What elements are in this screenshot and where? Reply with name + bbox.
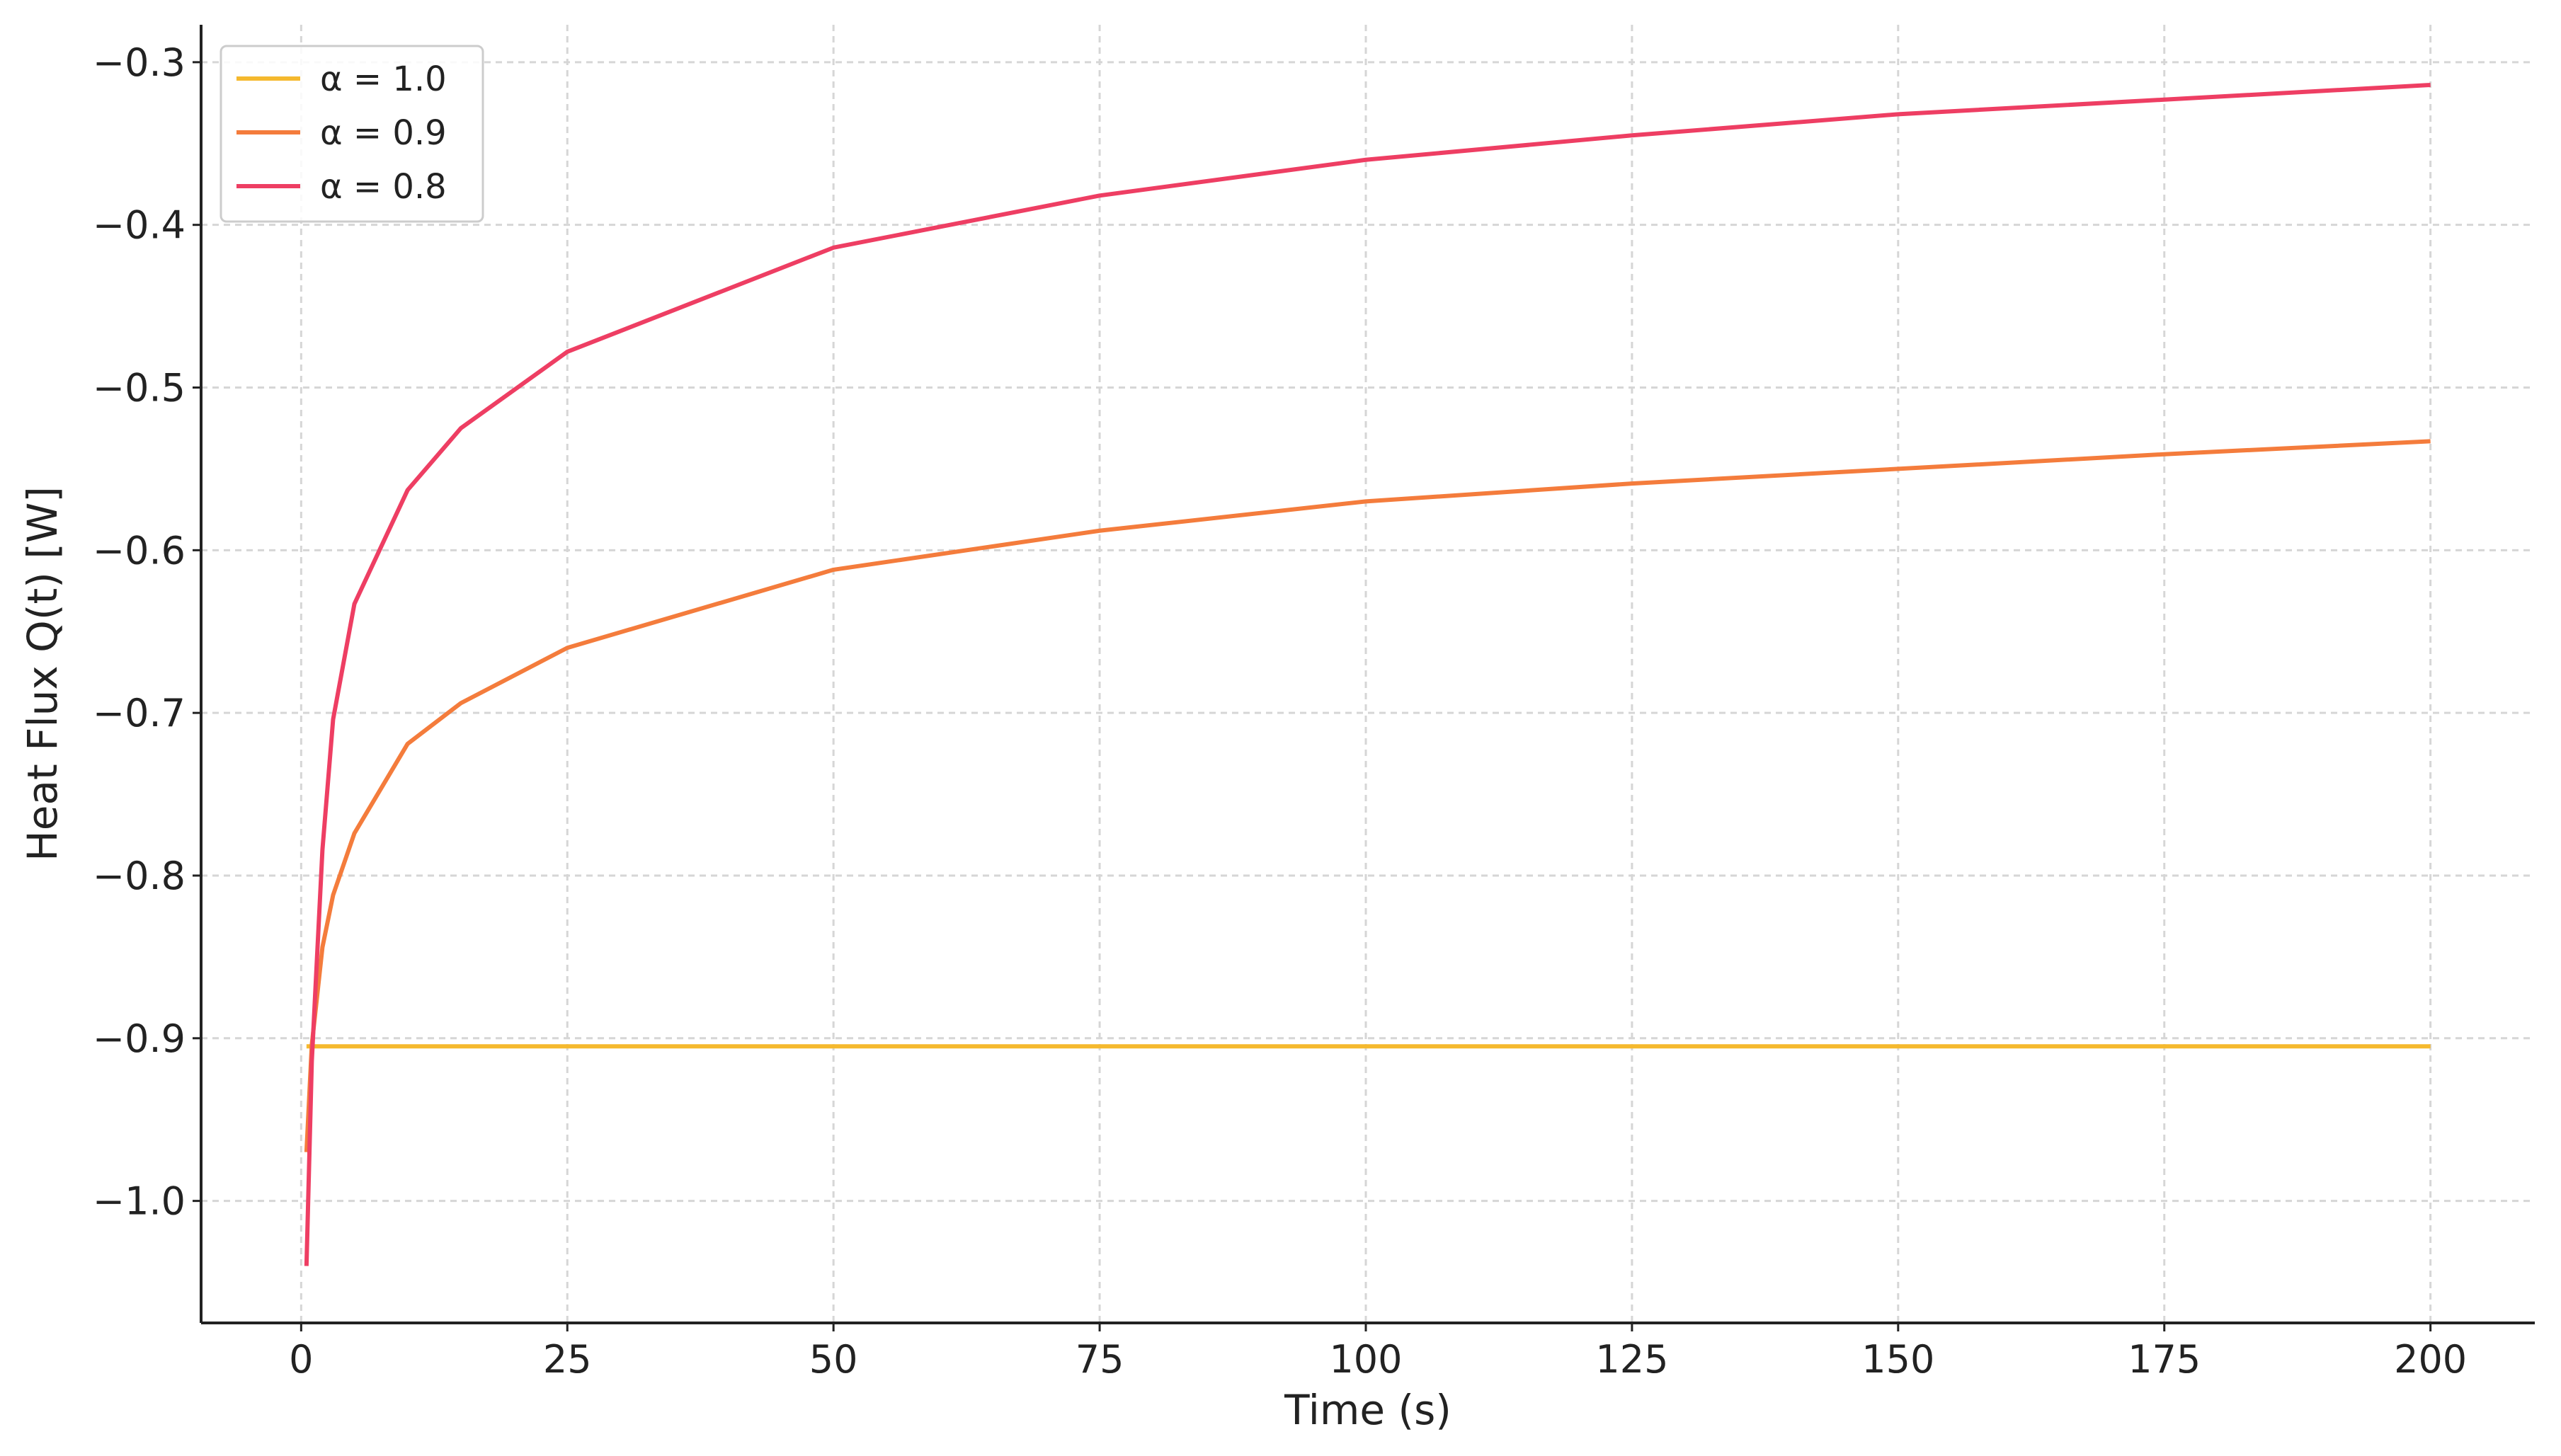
legend-label: α = 0.8 [320, 167, 447, 207]
y-tick-label: −1.0 [93, 1179, 186, 1224]
y-tick-label: −0.3 [93, 40, 186, 85]
y-axis-label: Heat Flux Q(t) [W] [18, 486, 67, 861]
series-line [304, 83, 2431, 1266]
y-tick-label: −0.4 [93, 203, 186, 248]
x-tick-label: 100 [1329, 1337, 1402, 1382]
grid [201, 25, 2535, 1323]
legend-label: α = 1.0 [320, 59, 447, 99]
x-tick-label: 150 [1861, 1337, 1934, 1382]
axes: 0 25 50 75 100 125 150 175 200 −1.0 −0.9 −0.8 −0.7 −0… [93, 25, 2535, 1382]
legend: α = 1.0 α = 0.9 α = 0.8 [219, 45, 484, 223]
x-tick-label: 200 [2394, 1337, 2467, 1382]
x-tick-label: 25 [543, 1337, 592, 1382]
x-tick-label: 175 [2128, 1337, 2201, 1382]
x-tick-label: 125 [1595, 1337, 1668, 1382]
x-axis-label: Time (s) [1284, 1386, 1451, 1434]
legend-box [219, 45, 484, 223]
y-tick-label: −0.9 [93, 1016, 186, 1061]
y-tick-label: −0.5 [93, 366, 186, 411]
x-tick-label: 50 [809, 1337, 858, 1382]
series-line [304, 439, 2431, 1152]
y-tick-label: −0.7 [93, 691, 186, 735]
lines [304, 83, 2431, 1266]
y-tick-label: −0.8 [93, 854, 186, 898]
x-tick-label: 0 [289, 1337, 313, 1382]
x-tick-label: 75 [1076, 1337, 1124, 1382]
y-tick-label: −0.6 [93, 528, 186, 573]
legend-label: α = 0.9 [320, 113, 447, 153]
